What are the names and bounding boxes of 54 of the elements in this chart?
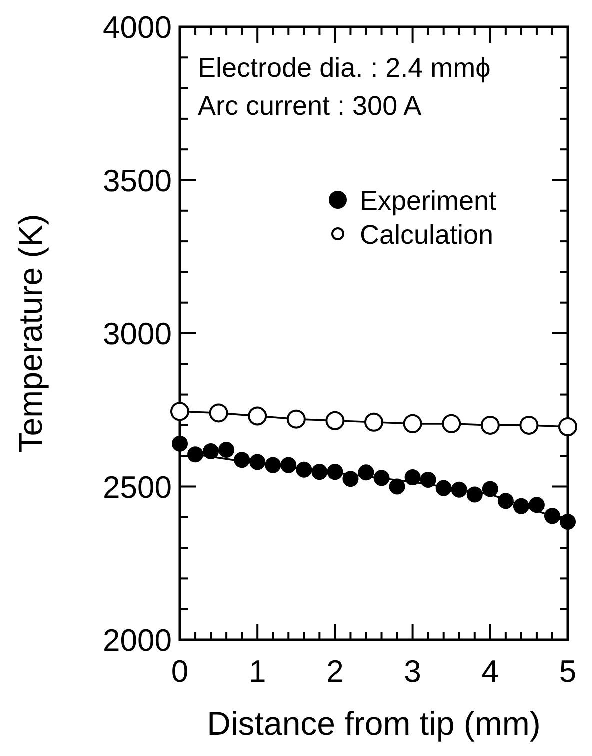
y-tick-label: 2000 <box>103 623 172 658</box>
y-tick-label: 2500 <box>103 470 172 505</box>
point <box>326 411 345 430</box>
point <box>188 446 204 463</box>
point <box>482 481 498 498</box>
point <box>528 497 545 514</box>
point <box>466 486 483 503</box>
y-tick-label: 3500 <box>103 163 172 198</box>
point <box>451 482 468 498</box>
point <box>265 457 282 474</box>
point <box>420 472 436 488</box>
point <box>170 402 190 422</box>
point <box>286 410 306 429</box>
point <box>374 470 390 486</box>
point <box>404 470 421 486</box>
point <box>248 406 268 426</box>
annotation: Electrode dia. : 2.4 mmϕ <box>198 53 491 83</box>
point <box>558 417 578 436</box>
point <box>364 412 384 432</box>
point <box>358 464 374 481</box>
point <box>513 498 530 514</box>
legend-label: Experiment <box>360 186 498 216</box>
point <box>218 442 235 458</box>
point <box>209 404 228 423</box>
x-axis-title: Distance from tip (mm) <box>207 705 541 742</box>
x-tick-label: 0 <box>171 654 189 689</box>
point <box>327 464 344 480</box>
point <box>234 452 250 468</box>
point <box>520 416 539 435</box>
point <box>442 414 462 434</box>
y-axis-title: Temperature (K) <box>12 214 49 453</box>
y-tick-label: 3000 <box>103 316 172 352</box>
x-tick-label: 5 <box>559 654 577 689</box>
y-tick-label: 4000 <box>103 10 172 45</box>
point <box>403 414 422 434</box>
point <box>203 444 220 460</box>
point <box>342 471 359 488</box>
x-tick-label: 1 <box>248 654 266 689</box>
point <box>480 416 500 435</box>
point <box>436 480 452 496</box>
x-tick-label: 2 <box>326 654 344 689</box>
x-tick-label: 4 <box>482 654 500 689</box>
point <box>389 478 406 495</box>
point <box>498 493 514 510</box>
point <box>544 508 560 524</box>
legend-label: Calculation <box>360 220 494 250</box>
point <box>312 464 328 480</box>
point <box>296 462 312 478</box>
annotation: Arc current : 300 A <box>198 91 422 121</box>
point <box>280 457 297 474</box>
point <box>172 436 188 452</box>
point <box>250 454 266 470</box>
point <box>560 514 576 530</box>
x-tick-label: 3 <box>404 654 422 689</box>
